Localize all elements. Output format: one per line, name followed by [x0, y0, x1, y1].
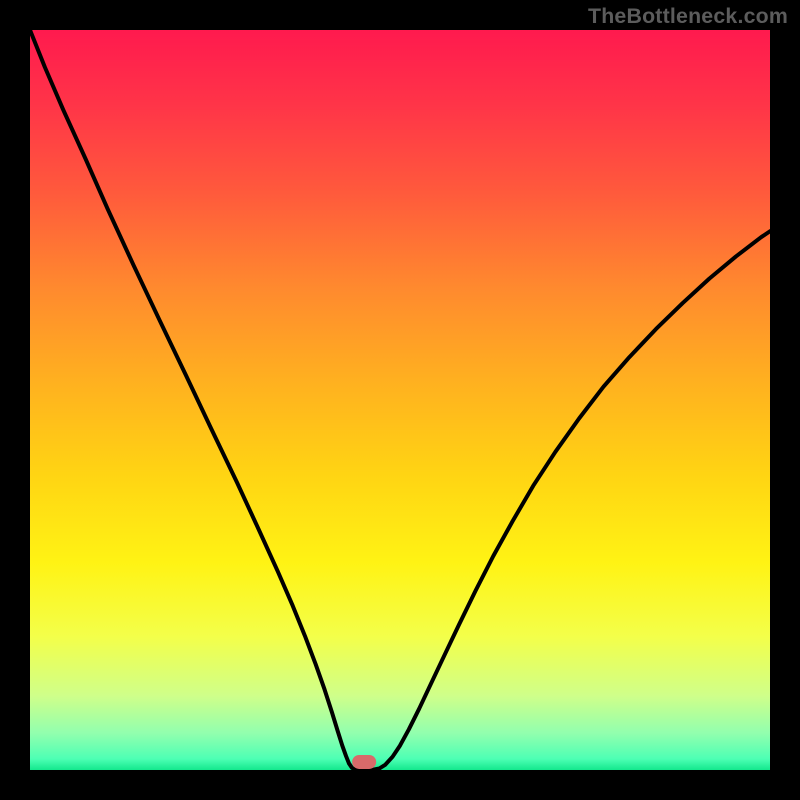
plot-area: [30, 30, 770, 770]
chart-root: TheBottleneck.com: [0, 0, 800, 800]
optimal-point-marker: [353, 755, 377, 769]
bottleneck-curve: [30, 30, 770, 770]
watermark-text: TheBottleneck.com: [588, 4, 788, 29]
